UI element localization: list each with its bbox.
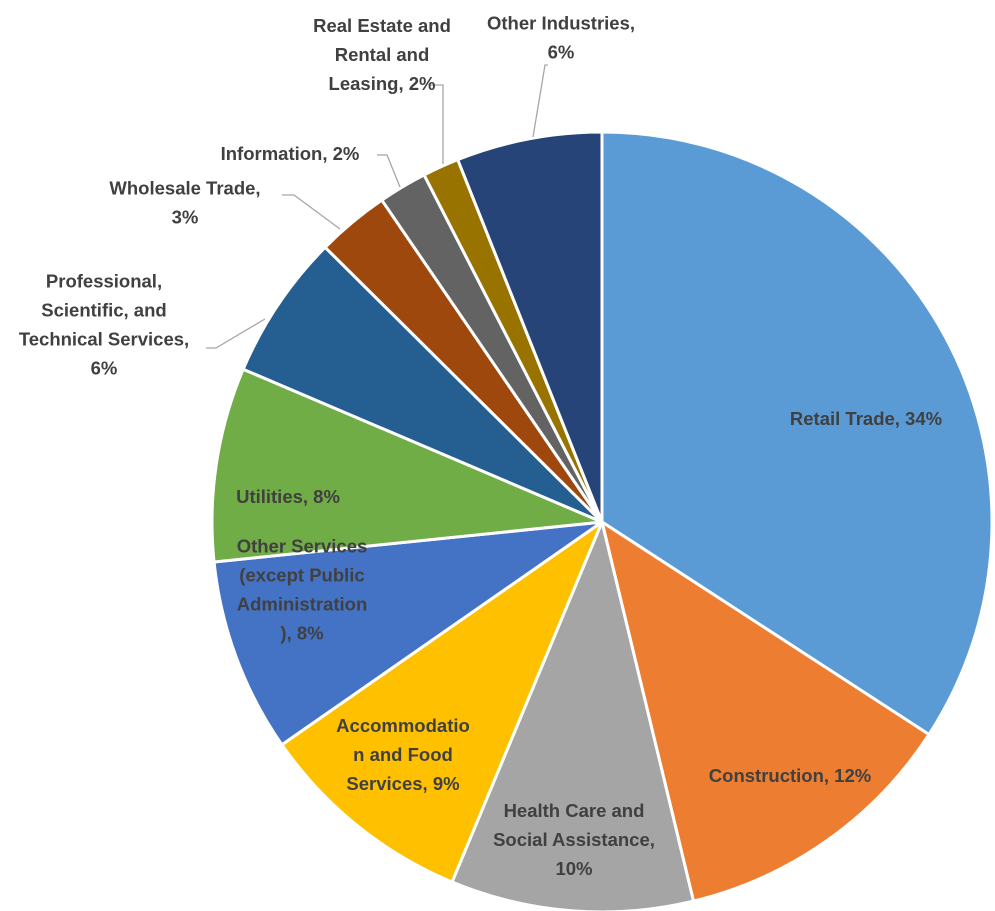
label-professional-scientific-and-technical-services: Professional, Scientific, and Technical Se… xyxy=(19,271,189,379)
leader-line-wholesale-trade xyxy=(282,194,341,230)
leader-line-other-industries xyxy=(532,64,548,138)
slice-professional-scientific-and-technical-services xyxy=(241,245,604,524)
label-health-care-and-social-assistance: Health Care and Social Assistance, 10% xyxy=(493,800,655,879)
label-construction: Construction, 12% xyxy=(709,765,871,786)
label-information: Information, 2% xyxy=(221,143,360,164)
pie-slices xyxy=(210,130,994,911)
label-other-industries: Other Industries, 6% xyxy=(487,13,635,63)
leader-line-information xyxy=(377,154,401,188)
slice-other-services-except-public-administration xyxy=(212,520,604,747)
label-wholesale-trade: Wholesale Trade, 3% xyxy=(109,178,260,228)
label-utilities: Utilities, 8% xyxy=(236,486,340,507)
slice-labels: Retail Trade, 34% Construction, 12% Health… xyxy=(19,13,942,880)
label-real-estate-and-rental-and-leasing: Real Estate and Rental and Leasing, 2% xyxy=(313,15,451,94)
leader-line-real-estate-and-rental-and-leasing xyxy=(430,84,444,164)
leader-lines xyxy=(206,64,548,349)
slice-other-industries xyxy=(456,130,604,524)
slice-accommodation-and-food-services xyxy=(280,520,604,884)
label-retail-trade: Retail Trade, 34% xyxy=(790,408,942,429)
slice-utilities xyxy=(210,367,604,564)
label-other-services-except-public-administration: Other Services (except Public Administrati… xyxy=(237,536,368,644)
leader-line-professional-scientific-and-technical-services xyxy=(206,318,266,349)
slice-construction xyxy=(600,520,931,903)
label-accommodation-and-food-services: Accommodatio n and Food Services, 9% xyxy=(336,715,470,794)
